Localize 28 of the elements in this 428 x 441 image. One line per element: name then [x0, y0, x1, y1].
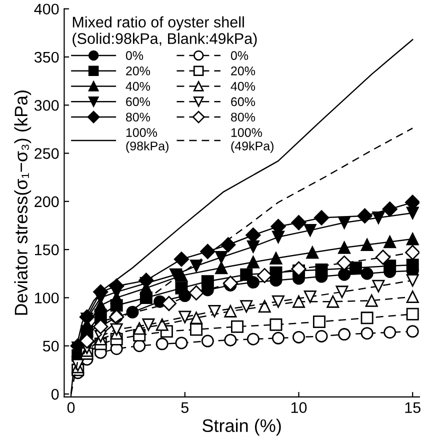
legend-label: 80%: [126, 112, 150, 122]
x-tick-label: 15: [405, 402, 420, 413]
legend-label: 20%: [126, 66, 150, 76]
x-tick-label: 10: [291, 402, 307, 413]
y-tick-label: 0: [51, 388, 59, 400]
legend-label: 40%: [126, 82, 150, 91]
y-axis-title: Deviator stress(σ₁−σ₃) (kPa): [14, 90, 32, 315]
legend-label: 100% (98kPa): [126, 128, 168, 153]
legend-label: 0%: [126, 51, 144, 60]
legend-label: 80%: [231, 112, 256, 122]
y-tick-label: 100: [35, 292, 59, 304]
legend-label: 60%: [126, 97, 150, 106]
y-tick-label: 300: [34, 100, 59, 111]
y-tick-label: 50: [42, 340, 59, 352]
legend-title: Mixed ratio of oyster shell (Solid:98kPa, Blank:49kPa): [72, 16, 257, 48]
y-tick-label: 400: [34, 4, 59, 15]
legend-label: 40%: [230, 82, 256, 91]
x-tick-label: 5: [181, 402, 188, 413]
y-tick-label: 350: [34, 52, 59, 63]
x-axis-title: Strain (%): [202, 418, 281, 436]
x-tick-label: 0: [67, 402, 75, 413]
legend-label: 100% (49kPa): [231, 128, 274, 153]
legend-label: 0%: [230, 51, 248, 60]
legend-label: 60%: [231, 97, 256, 106]
y-tick-label: 250: [34, 148, 59, 159]
y-tick-label: 150: [35, 244, 59, 256]
legend-label: 20%: [231, 66, 256, 76]
y-tick-label: 200: [34, 196, 59, 208]
